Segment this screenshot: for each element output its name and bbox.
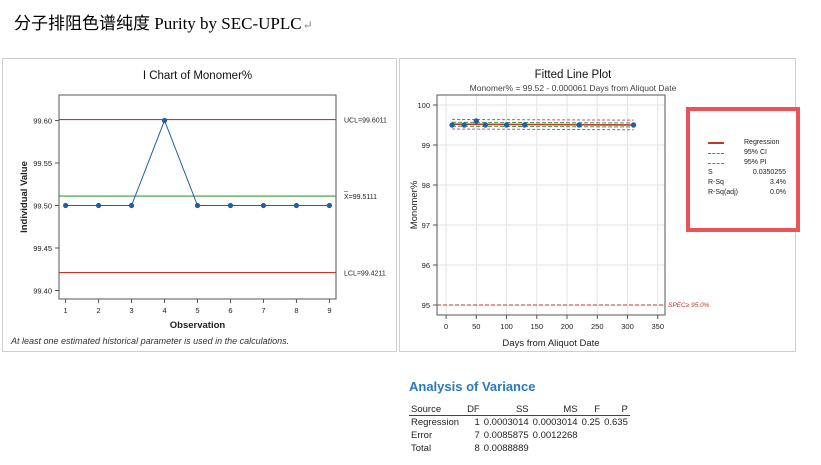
y-tick-label: 99.40 xyxy=(33,287,52,296)
data-point xyxy=(521,122,528,128)
x-tick-label: 200 xyxy=(561,322,574,331)
y-tick-label: 95 xyxy=(422,301,430,310)
data-point xyxy=(326,202,333,209)
pi-band-line xyxy=(452,128,634,131)
legend-pi-swatch xyxy=(708,163,724,164)
x-tick-label: 350 xyxy=(651,322,664,331)
legend-pi: 95% PI xyxy=(704,159,786,169)
y-tick-label: 97 xyxy=(422,221,430,230)
table-row: Error 7 0.0085875 0.0012268 xyxy=(411,430,578,441)
x-tick-label: 2 xyxy=(96,306,100,315)
x-tick-label: 50 xyxy=(472,322,480,331)
x-tick-label: 9 xyxy=(327,306,331,315)
plot-frame xyxy=(58,94,337,300)
fit-legend: Regression 95% CI 95% PI S 0.0350255 R-S… xyxy=(686,107,800,232)
fitted-line-chart: Fitted Line Plot Monomer% = 99.52 - 0.000… xyxy=(409,69,710,349)
y-tick-label: 100 xyxy=(417,101,430,110)
spec-label: SPEC≥ 95.0% xyxy=(668,302,710,309)
lcl-label: LCL=99.4211 xyxy=(344,271,386,278)
regression-line xyxy=(452,123,634,126)
table-row: Total 8 0.0088889 xyxy=(411,443,529,454)
x-tick-label: 3 xyxy=(129,306,133,315)
chart-footnote: At least one estimated historical parame… xyxy=(11,336,290,346)
i-chart: I Chart of Monomer% 99.40 99.45 99.50 99.55 9… xyxy=(19,70,387,331)
col-df: DF xyxy=(465,403,482,416)
data-point xyxy=(461,122,467,128)
data-point xyxy=(227,202,234,209)
x-tick-label: 4 xyxy=(162,306,166,315)
x-tick-label: 8 xyxy=(294,306,298,315)
x-tick-label: 100 xyxy=(500,322,513,331)
anova-title: Analysis of Variance xyxy=(409,379,536,394)
x-tick-label: 0 xyxy=(444,322,448,331)
data-point xyxy=(630,122,637,128)
legend-stat-rsq-adj: R-Sq(adj) 0.0% xyxy=(708,189,786,196)
col-f: F xyxy=(579,403,603,416)
i-chart-panel: I Chart of Monomer% 99.40 99.45 99.50 99.55 9… xyxy=(2,58,397,352)
chart-title: I Chart of Monomer% xyxy=(143,70,252,82)
ci-band-line xyxy=(452,125,634,128)
ci-band-line xyxy=(452,121,634,124)
y-tick-label: 99.55 xyxy=(33,159,52,168)
x-tick-label: 300 xyxy=(621,322,634,331)
data-point xyxy=(449,122,455,128)
y-tick-label: 99.60 xyxy=(33,117,52,126)
col-ms: MS xyxy=(530,403,580,416)
col-source: Source xyxy=(409,403,466,416)
legend-regression: Regression xyxy=(704,139,786,149)
fitted-line-panel: Fitted Line Plot Monomer% = 99.52 - 0.000… xyxy=(399,58,800,352)
y-axis-label: Individual Value xyxy=(19,161,30,233)
x-tick-label: 7 xyxy=(261,306,265,315)
col-ss: SS xyxy=(481,403,531,416)
data-point xyxy=(473,118,480,124)
col-p: P xyxy=(602,403,630,416)
table-row: Regression 1 0.0003014 0.0003014 0.25 0.… xyxy=(411,417,628,428)
legend-stat-s: S 0.0350255 xyxy=(708,169,786,176)
anova-section: Analysis of Variance Source DF SS MS F P… xyxy=(409,379,630,455)
x-tick-label: 150 xyxy=(531,322,544,331)
data-point xyxy=(62,202,69,209)
anova-header-row: Source DF SS MS F P xyxy=(409,403,630,416)
data-point xyxy=(128,202,135,209)
data-point xyxy=(95,202,102,209)
y-tick-label: 96 xyxy=(422,261,430,270)
data-point xyxy=(503,122,510,128)
data-point xyxy=(293,202,300,209)
y-tick-label: 99.45 xyxy=(33,244,52,253)
pi-band-line xyxy=(452,118,634,121)
anova-table: Source DF SS MS F P Regression 1 0.00030… xyxy=(409,403,630,455)
data-point xyxy=(260,202,267,209)
plot-frame xyxy=(436,94,666,316)
return-mark: ↵ xyxy=(302,18,313,32)
document-title: 分子排阻色谱纯度 Purity by SEC-UPLC↵ xyxy=(14,14,313,33)
x-tick-label: 1 xyxy=(64,306,68,315)
y-tick-label: 98 xyxy=(422,181,430,190)
series-line xyxy=(65,119,330,206)
data-point xyxy=(576,122,582,128)
legend-ci-swatch xyxy=(708,153,724,154)
x-tick-label: 250 xyxy=(591,322,604,331)
ucl-label: UCL=99.6011 xyxy=(344,118,387,125)
center-label: X=99.5111 xyxy=(344,194,377,201)
data-point xyxy=(194,202,201,209)
legend-regression-swatch xyxy=(708,142,724,144)
legend-ci: 95% CI xyxy=(704,149,786,159)
x-axis-label: Observation xyxy=(170,320,226,331)
xbar-mark: _ xyxy=(343,185,348,192)
x-tick-label: 6 xyxy=(228,306,232,315)
y-tick-label: 99 xyxy=(422,141,430,150)
x-axis-label: Days from Aliquot Date xyxy=(502,338,599,349)
data-point xyxy=(161,117,168,124)
y-axis-label: Monomer% xyxy=(409,180,420,229)
y-tick-label: 99.50 xyxy=(33,202,52,211)
legend-stat-rsq: R-Sq 3.4% xyxy=(708,179,786,186)
chart-subtitle: Monomer% = 99.52 - 0.000061 Days from Al… xyxy=(470,83,677,93)
x-tick-label: 5 xyxy=(195,306,199,315)
data-point xyxy=(482,122,489,128)
chart-title: Fitted Line Plot xyxy=(535,69,613,81)
